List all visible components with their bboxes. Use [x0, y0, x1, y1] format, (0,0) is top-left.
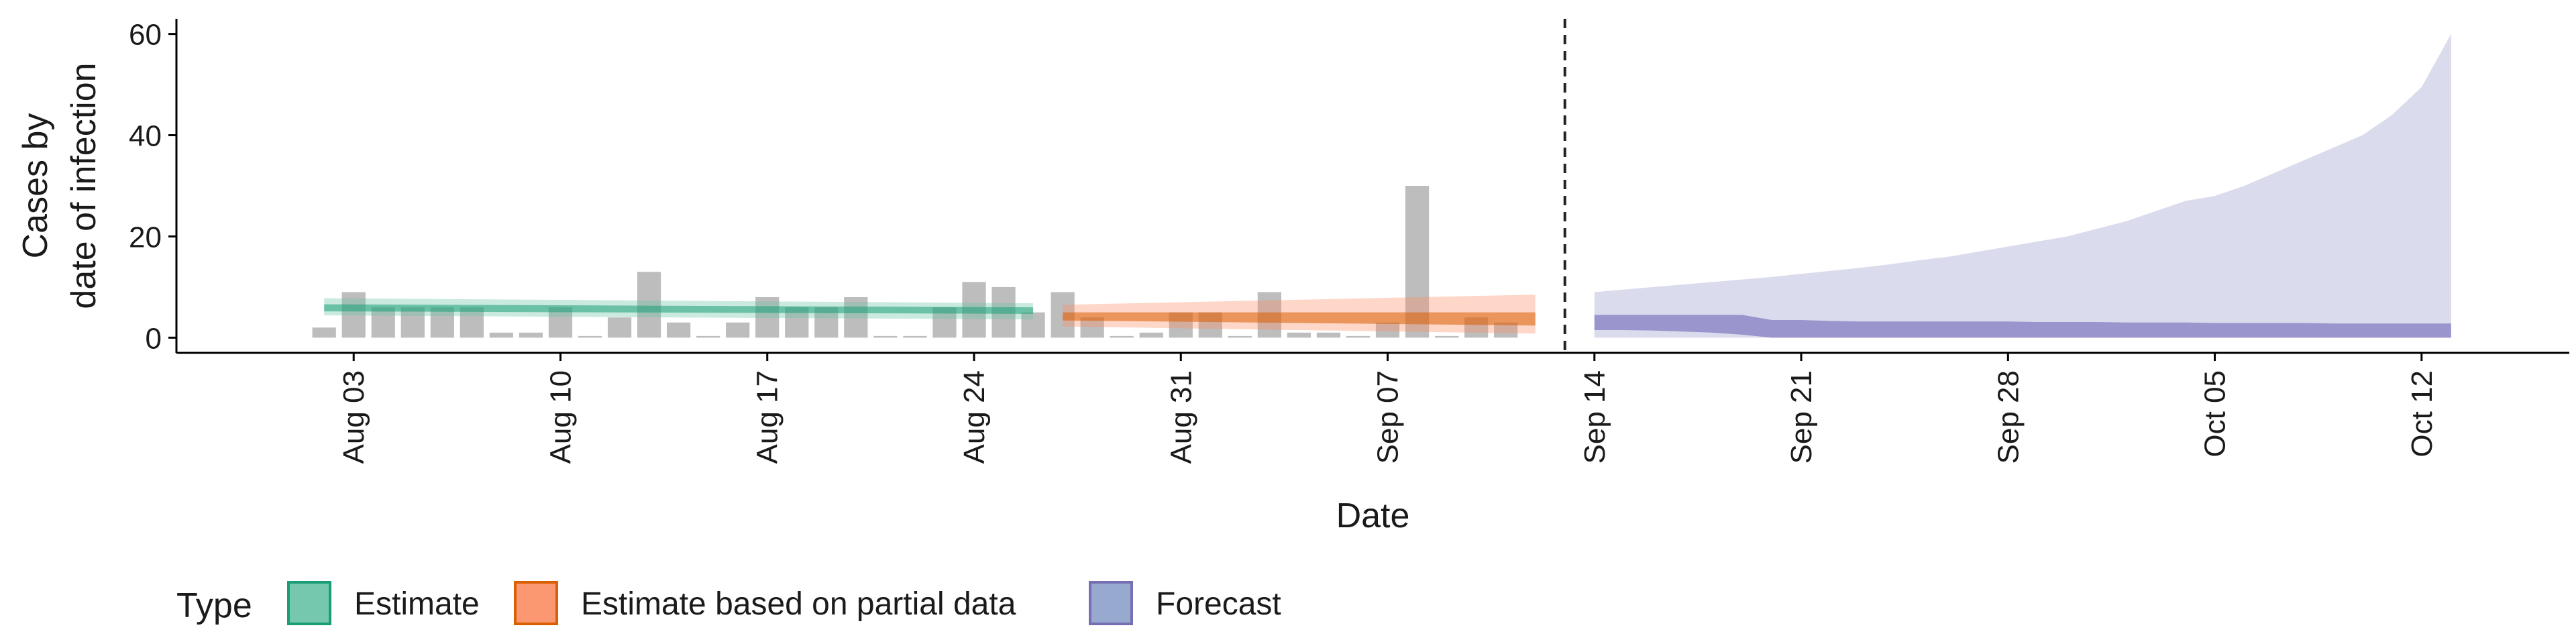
- x-tick-label: Aug 17: [751, 370, 784, 464]
- case-bar: [460, 307, 484, 338]
- x-tick-label: Aug 31: [1165, 370, 1197, 464]
- y-tick-label: 20: [129, 221, 162, 254]
- case-bar: [696, 335, 720, 338]
- x-tick-label: Aug 03: [337, 370, 370, 464]
- case-bar: [1228, 335, 1252, 338]
- x-tick-label: Aug 10: [544, 370, 577, 464]
- case-bar: [1287, 332, 1311, 338]
- case-bar: [1434, 335, 1459, 338]
- case-bar: [667, 322, 691, 338]
- y-axis-title: Cases by date of infection: [16, 62, 103, 309]
- case-bar: [371, 307, 395, 338]
- y-axis-ticks: 0 20 40 60: [129, 19, 176, 355]
- legend-title: Type: [176, 586, 252, 625]
- case-bar: [519, 332, 543, 338]
- legend-label: Estimate based on partial data: [581, 586, 1016, 622]
- case-bar: [1375, 322, 1400, 338]
- legend-key: [514, 581, 558, 625]
- case-bar: [1494, 322, 1518, 338]
- case-bar: [1110, 335, 1134, 338]
- case-bar: [637, 272, 661, 338]
- y-tick-label: 0: [146, 322, 162, 355]
- y-tick-label: 40: [129, 120, 162, 153]
- x-tick-label: Oct 12: [2406, 370, 2438, 458]
- legend-key: [1089, 581, 1133, 625]
- case-bar: [726, 322, 750, 338]
- legend-label: Forecast: [1156, 586, 1281, 622]
- case-bar: [400, 307, 425, 338]
- x-axis-ticks: Aug 03 Aug 10 Aug 17 Aug 24 Aug 31 Sep 07 Sep …: [337, 353, 2438, 464]
- legend-items: Estimate Estimate based on partial data Fo…: [287, 581, 1281, 625]
- x-tick-label: Oct 05: [2199, 370, 2232, 458]
- case-bar: [578, 335, 602, 338]
- case-bar: [548, 307, 573, 338]
- case-bar: [341, 292, 366, 338]
- case-bar: [873, 335, 898, 338]
- case-bar: [430, 307, 454, 338]
- y-title-line: Cases by: [16, 113, 55, 259]
- case-bar: [1316, 332, 1341, 338]
- y-tick-label: 60: [129, 19, 162, 52]
- series-inner-band: [324, 304, 1034, 314]
- legend: Type Estimate Estimate based on partial d…: [176, 581, 1281, 625]
- x-tick-label: Sep 07: [1372, 370, 1405, 464]
- x-tick-label: Aug 24: [958, 370, 991, 464]
- case-bar: [844, 297, 868, 338]
- case-bar: [755, 297, 780, 338]
- case-bar: [607, 317, 632, 338]
- forecast-outer-band: [1594, 34, 2451, 338]
- y-title-line: date of infection: [64, 62, 103, 309]
- case-bar: [489, 332, 514, 338]
- case-bar: [312, 327, 336, 338]
- x-tick-label: Sep 28: [1992, 370, 2025, 464]
- case-bar: [903, 335, 927, 338]
- x-axis-title: Date: [1336, 496, 1410, 535]
- forecast-inner-band: [1594, 315, 2451, 338]
- series-inner-band: [1063, 312, 1536, 326]
- case-bar: [1021, 312, 1045, 338]
- legend-label: Estimate: [354, 586, 480, 622]
- estimate-ribbons: [324, 34, 2451, 338]
- legend-key: [287, 581, 331, 625]
- x-tick-label: Sep 14: [1578, 370, 1611, 464]
- case-bar: [1139, 332, 1163, 338]
- x-tick-label: Sep 21: [1785, 370, 1818, 464]
- case-bar: [1346, 335, 1371, 338]
